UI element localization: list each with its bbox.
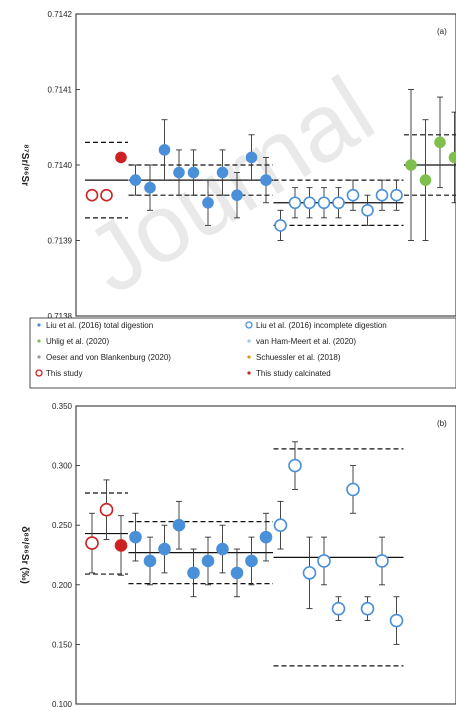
legend-marker: [247, 355, 251, 359]
data-point: [201, 554, 215, 568]
legend-label: This study: [46, 369, 82, 378]
data-point: [273, 518, 288, 533]
legend-label: Liu et al. (2016) total digestion: [46, 321, 153, 330]
data-point: [346, 482, 360, 497]
legend-label: Schuessler et al. (2018): [256, 353, 341, 362]
y-ticks-a: 0.7142 0.7141 0.7140 0.7139 0.7138: [48, 10, 80, 321]
data-point: [114, 539, 128, 552]
legend-label: Liu et al. (2016) incomplete digestion: [256, 321, 387, 330]
journal-watermark: Journal: [68, 57, 392, 315]
y-tick-label: 0.300: [52, 462, 73, 471]
data-point: [144, 181, 156, 194]
data-point: [129, 174, 142, 186]
data-point: [405, 159, 417, 171]
data-point: [245, 151, 258, 164]
data-point: [419, 174, 432, 186]
data-point: [332, 196, 345, 210]
y-tick-label: 0.7140: [48, 161, 73, 170]
legend-marker: [37, 339, 41, 343]
y-axis-label-a: ⁸⁷Sr/⁸⁶Sr: [19, 144, 30, 186]
legend-marker: [245, 321, 253, 329]
legend-marker: [37, 323, 41, 327]
legend-label: This study calcinated: [256, 369, 331, 378]
data-point: [346, 188, 360, 202]
legend-marker: [37, 355, 41, 359]
data-point: [172, 518, 186, 532]
y-axis-label-b: δ⁸⁸/⁸⁶Sr (‰): [19, 526, 30, 584]
plot-frame-b: [75, 405, 456, 705]
data-point: [187, 166, 200, 179]
data-point: [100, 188, 113, 202]
points-a: [85, 89, 456, 241]
data-point: [274, 219, 287, 232]
y-tick-label: 0.7141: [48, 86, 73, 95]
data-point: [231, 189, 243, 201]
data-point: [202, 196, 214, 209]
mean-lines-b: [85, 448, 404, 667]
data-point: [317, 196, 331, 210]
y-tick-label: 0.7139: [48, 237, 73, 246]
legend: Liu et al. (2016) total digestion Liu et …: [29, 317, 456, 389]
data-point: [259, 530, 273, 544]
points-b: [85, 441, 404, 645]
data-point: [216, 542, 229, 556]
data-point: [143, 554, 157, 568]
data-point: [317, 554, 331, 568]
legend-marker: [247, 339, 251, 343]
data-point: [302, 566, 317, 580]
y-tick-label: 0.350: [52, 402, 73, 411]
data-point: [230, 566, 244, 580]
data-point: [85, 188, 99, 202]
legend-items: Liu et al. (2016) total digestion Liu et …: [35, 321, 387, 378]
data-point: [360, 601, 375, 616]
data-point: [216, 166, 229, 179]
y-tick-label: 0.200: [52, 581, 73, 590]
legend-marker: [35, 369, 43, 377]
legend-label: Uhlig et al. (2020): [46, 337, 109, 346]
panel-label-b: (b): [437, 419, 447, 428]
y-tick-label: 0.250: [52, 521, 73, 530]
data-point: [434, 136, 446, 149]
data-point: [361, 204, 374, 217]
data-point: [331, 601, 346, 616]
y-tick-label: 0.7138: [48, 312, 73, 321]
data-point: [85, 536, 99, 550]
legend-marker: [247, 371, 251, 375]
data-point: [288, 196, 302, 210]
data-point: [158, 542, 171, 556]
data-point: [448, 151, 456, 164]
y-ticks-b: 0.350 0.300 0.250 0.200 0.150 0.100: [52, 402, 80, 707]
data-point: [187, 566, 200, 580]
data-point: [158, 144, 171, 156]
panel-label-a: (a): [437, 27, 447, 36]
data-point: [389, 613, 404, 628]
legend-label: van Ham-Meert et al. (2020): [256, 337, 356, 346]
y-tick-label: 0.100: [52, 700, 73, 707]
data-point: [390, 188, 403, 202]
y-tick-label: 0.150: [52, 640, 73, 649]
legend-frame: [29, 317, 456, 389]
data-point: [129, 530, 142, 544]
legend-label: Oeser and von Blankenburg (2020): [46, 353, 171, 362]
data-point: [99, 502, 114, 517]
data-point: [375, 554, 389, 568]
data-point: [288, 458, 302, 473]
data-point: [260, 174, 272, 186]
panel-b: (b) δ⁸⁸/⁸⁶Sr (‰) 0.350 0.300 0.250 0.200 0.1…: [19, 402, 456, 707]
panel-a: (a) ⁸⁷Sr/⁸⁶Sr 0.71420.71410.71400.71390.…: [19, 10, 456, 321]
data-point: [115, 151, 127, 164]
data-point: [173, 166, 185, 179]
y-tick-label: 0.7142: [48, 10, 73, 19]
data-point: [245, 554, 258, 568]
data-point: [303, 196, 316, 210]
data-point: [375, 188, 389, 202]
